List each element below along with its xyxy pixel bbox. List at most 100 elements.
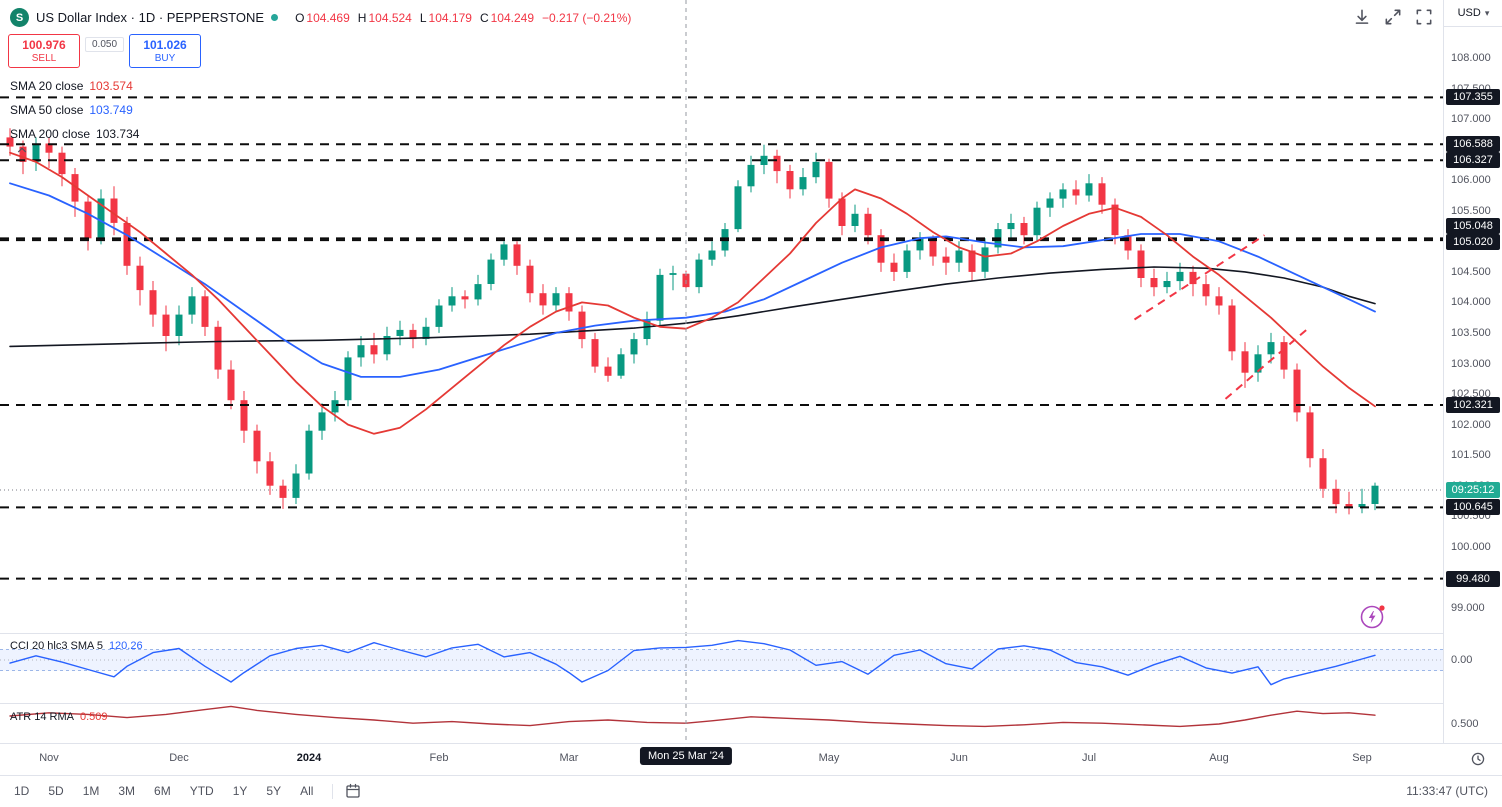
low-value: 104.179 [428, 10, 472, 25]
sma20-legend[interactable]: SMA 20 close 103.574 [10, 74, 139, 98]
crosshair-date-tooltip: Mon 25 Mar '24 [639, 747, 733, 765]
range-button-1y[interactable]: 1Y [232, 784, 248, 798]
calendar-icon[interactable] [345, 783, 361, 799]
time-axis-label: Jun [950, 752, 968, 764]
price-tick-label: 108.000 [1451, 52, 1491, 64]
close-value: 104.249 [490, 10, 534, 25]
time-axis-label: Nov [39, 752, 59, 764]
range-button-3m[interactable]: 3M [118, 784, 136, 798]
sma20-legend-value: 103.574 [89, 79, 133, 93]
atr-legend-value: 0.509 [79, 711, 108, 723]
sell-button[interactable]: 100.976 SELL [8, 34, 80, 68]
cci-legend[interactable]: CCI 20 hlc3 SMA 5 120.26 [10, 640, 143, 652]
price-tick-label: 101.500 [1451, 449, 1491, 462]
range-button-1d[interactable]: 1D [14, 784, 30, 798]
symbol-logo-letter: S [15, 11, 24, 24]
bottom-toolbar: 1D 5D 1M 3M 6M YTD 1Y 5Y All 11:33:47 (UTC) [0, 775, 1502, 806]
bar-countdown-badge: 09:25:12 [1446, 481, 1500, 498]
cci-axis-label: 0.00 [1451, 654, 1473, 666]
atr-legend[interactable]: ATR 14 RMA 0.509 [10, 711, 108, 723]
time-axis-label: Dec [169, 752, 189, 764]
fullscreen-icon[interactable] [1414, 7, 1434, 27]
header-actions [1352, 7, 1434, 27]
sma50-legend-name: SMA 50 close [10, 103, 84, 117]
chevron-down-icon: ▾ [1484, 7, 1490, 18]
time-axis-label: May [818, 752, 840, 764]
toolbar-divider [332, 783, 334, 799]
symbol-logo-icon[interactable]: S [10, 8, 29, 27]
high-label: H [357, 10, 367, 25]
sma200-legend-name: SMA 200 close [10, 127, 91, 141]
price-level-badge[interactable]: 102.321 [1446, 396, 1500, 413]
clock-settings-icon[interactable] [1470, 751, 1486, 767]
price-tick-label: 103.000 [1451, 357, 1491, 370]
price-level-badge[interactable]: 106.588 [1446, 136, 1500, 153]
range-button-5d[interactable]: 5D [48, 784, 64, 798]
price-axis[interactable]: USD ▾ 09:25:12 108.000107.500107.000106.… [1443, 0, 1502, 743]
price-tick-label: 103.500 [1451, 326, 1491, 339]
range-button-ytd[interactable]: YTD [189, 784, 214, 798]
buy-label: BUY [154, 53, 176, 64]
spread-value: 0.050 [85, 37, 125, 52]
symbol-title[interactable]: US Dollar Index · 1D · PEPPERSTONE [36, 10, 265, 25]
sma20-legend-name: SMA 20 close [10, 79, 84, 93]
change-value: −0.217 (−0.21%) [542, 10, 632, 25]
chevron-up-icon[interactable] [13, 143, 31, 157]
currency-label: USD [1457, 7, 1481, 19]
buy-button[interactable]: 101.026 BUY [129, 34, 202, 68]
atr-axis-label: 0.500 [1451, 718, 1479, 730]
time-axis-label: Mar [559, 752, 579, 764]
time-axis[interactable]: Mon 25 Mar '24 Nov Dec 2024 Feb Mar May Jun Jul… [0, 743, 1502, 775]
range-button-6m[interactable]: 6M [154, 784, 171, 798]
price-tick-label: 107.000 [1451, 113, 1491, 126]
sell-label: SELL [31, 53, 57, 64]
price-tick-label: 106.000 [1451, 174, 1491, 187]
sma50-legend[interactable]: SMA 50 close 103.749 [10, 98, 139, 122]
maximize-icon[interactable] [1383, 7, 1403, 27]
lightning-icon[interactable] [1358, 602, 1388, 632]
indicator-legends: SMA 20 close 103.574 SMA 50 close 103.74… [10, 74, 139, 146]
open-label: O [295, 10, 305, 25]
range-button-5y[interactable]: 5Y [266, 784, 282, 798]
price-tick-label: 104.000 [1451, 296, 1491, 309]
low-label: L [419, 10, 427, 25]
time-axis-label: Jul [1081, 752, 1097, 764]
price-level-badge[interactable]: 106.327 [1446, 152, 1500, 169]
sma200-legend-value: 103.734 [96, 127, 140, 141]
range-button-all[interactable]: All [300, 784, 314, 798]
price-level-badge[interactable]: 107.355 [1446, 89, 1500, 106]
high-value: 104.524 [368, 10, 412, 25]
range-button-1m[interactable]: 1M [82, 784, 100, 798]
currency-dropdown[interactable]: USD ▾ [1444, 0, 1502, 27]
time-axis-label: Feb [429, 752, 449, 764]
trade-panel: 100.976 SELL 0.050 101.026 BUY [8, 34, 202, 68]
price-tick-label: 105.500 [1451, 204, 1491, 217]
cci-legend-name: CCI 20 hlc3 SMA 5 [10, 640, 103, 652]
cci-legend-value: 120.26 [108, 640, 143, 652]
price-tick-label: 104.500 [1451, 265, 1491, 278]
buy-price: 101.026 [143, 38, 187, 52]
ohlc-readout: O 104.469 H 104.524 L 104.179 C 104.249 −0.2… [295, 11, 631, 25]
market-status-dot[interactable] [271, 14, 279, 21]
price-level-badge[interactable]: 105.048 [1446, 218, 1500, 234]
price-level-badge[interactable]: 100.645 [1446, 499, 1500, 516]
sell-price: 100.976 [22, 38, 66, 52]
price-level-badge[interactable]: 105.020 [1446, 234, 1500, 250]
price-tick-label: 100.000 [1451, 540, 1491, 553]
time-axis-label: 2024 [296, 752, 322, 764]
range-selector: 1D 5D 1M 3M 6M YTD 1Y 5Y All [14, 784, 332, 798]
price-tick-label: 99.000 [1451, 601, 1485, 614]
close-label: C [479, 10, 489, 25]
utc-clock[interactable]: 11:33:47 (UTC) [1406, 784, 1488, 798]
open-value: 104.469 [306, 10, 350, 25]
sma200-legend[interactable]: SMA 200 close 103.734 [10, 122, 139, 146]
atr-legend-name: ATR 14 RMA [10, 711, 74, 723]
price-level-badge[interactable]: 99.480 [1446, 570, 1500, 587]
time-axis-label: Aug [1209, 752, 1229, 764]
sma50-legend-value: 103.749 [89, 103, 133, 117]
download-icon[interactable] [1352, 7, 1372, 27]
symbol-header: S US Dollar Index · 1D · PEPPERSTONE O 10… [10, 8, 631, 27]
time-axis-label: Sep [1352, 752, 1372, 764]
